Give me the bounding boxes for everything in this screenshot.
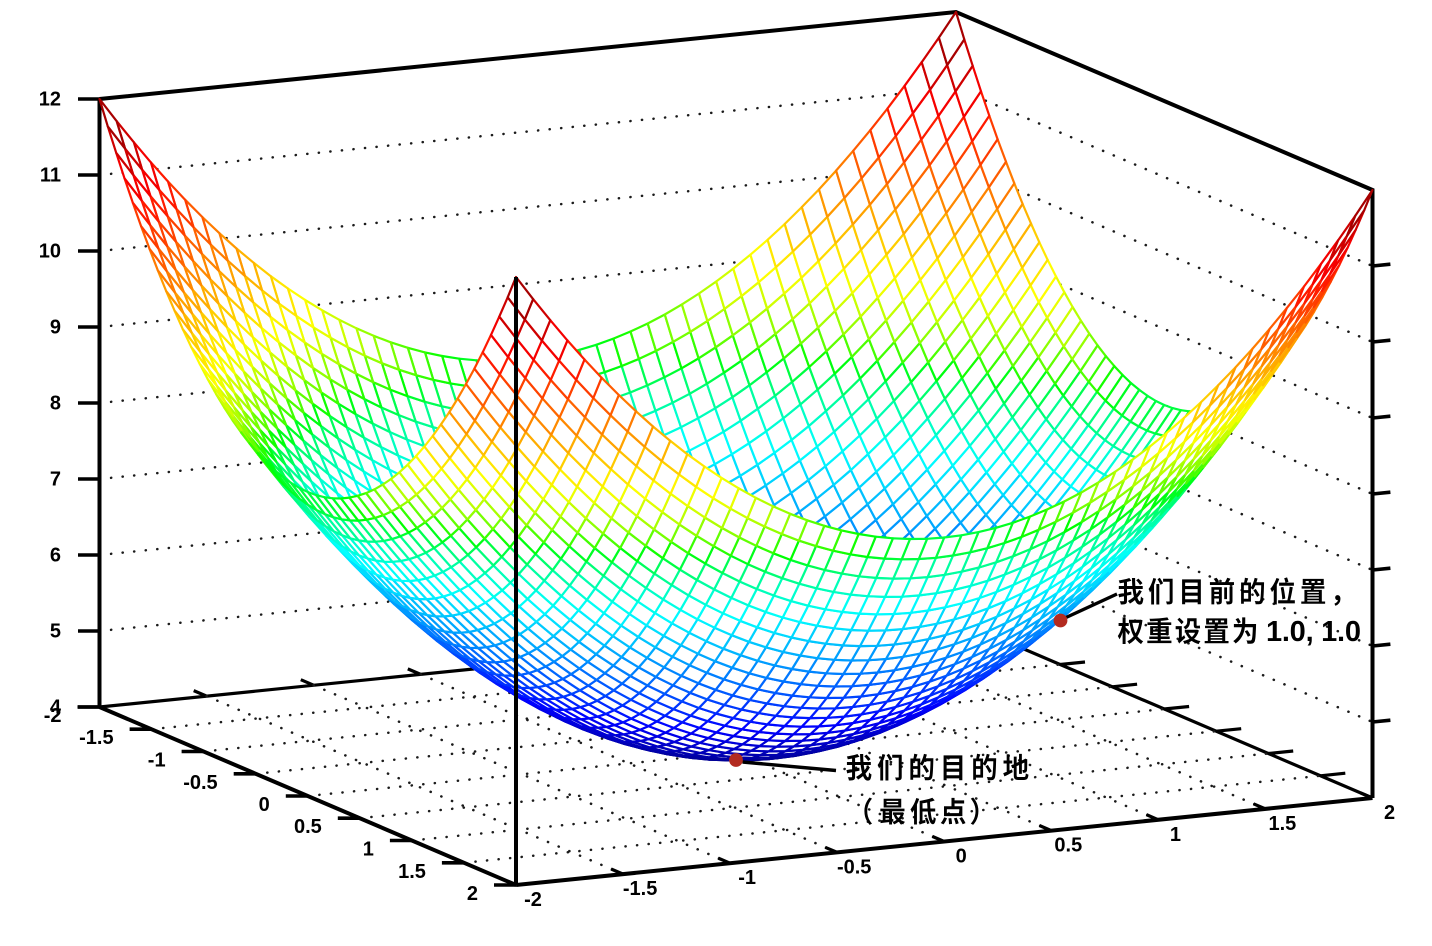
svg-text:0.5: 0.5	[294, 816, 322, 838]
svg-text:6: 6	[50, 545, 61, 567]
svg-text:5: 5	[50, 621, 61, 643]
svg-text:11: 11	[40, 165, 61, 187]
svg-text:7: 7	[50, 469, 61, 491]
svg-text:2: 2	[467, 883, 478, 905]
svg-text:-0.5: -0.5	[837, 856, 871, 878]
svg-text:1.5: 1.5	[1268, 813, 1296, 835]
svg-text:-1.5: -1.5	[623, 878, 657, 900]
svg-text:2: 2	[1384, 802, 1395, 824]
svg-text:0: 0	[956, 846, 967, 868]
svg-text:-2: -2	[524, 889, 542, 911]
svg-text:-2: -2	[44, 705, 62, 727]
svg-text:-1: -1	[148, 750, 166, 772]
svg-text:0.5: 0.5	[1054, 835, 1082, 857]
svg-text:0: 0	[259, 794, 270, 816]
svg-text:-1.5: -1.5	[79, 727, 113, 749]
svg-text:-0.5: -0.5	[183, 772, 217, 794]
svg-text:4: 4	[50, 697, 62, 719]
svg-text:12: 12	[39, 89, 61, 111]
svg-text:-1: -1	[738, 867, 756, 889]
svg-text:1: 1	[363, 839, 374, 861]
svg-text:10: 10	[39, 241, 61, 263]
svg-text:8: 8	[50, 393, 61, 415]
svg-text:1: 1	[1170, 824, 1181, 846]
svg-text:1.5: 1.5	[398, 861, 426, 883]
svg-text:9: 9	[50, 317, 61, 339]
svg-text:1.0, 1.0: 1.0, 1.0	[1266, 616, 1361, 648]
